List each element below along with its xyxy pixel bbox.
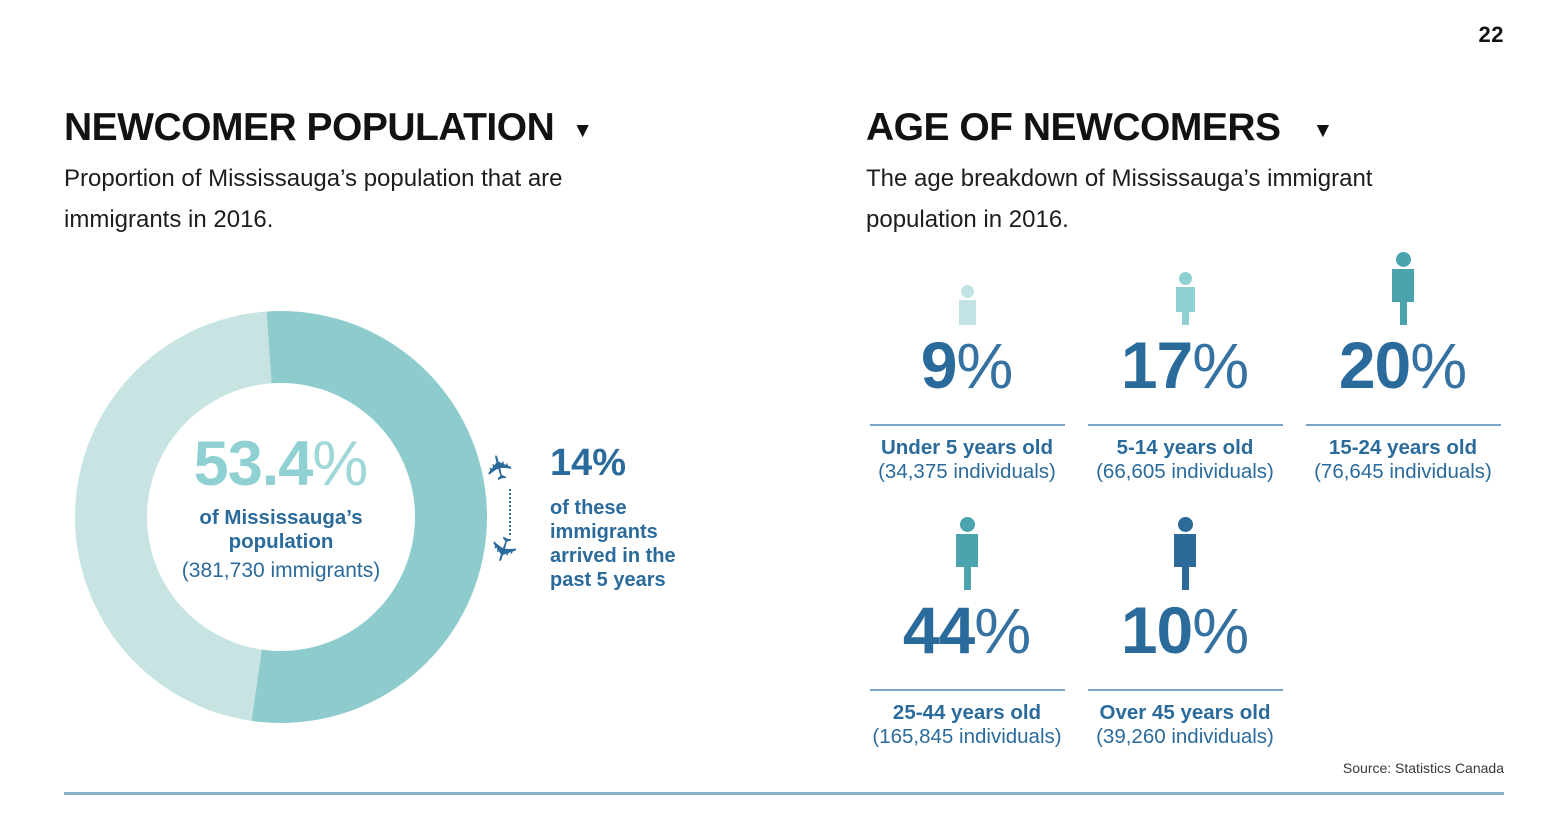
newcomer-section-title: NEWCOMER POPULATION ▼ — [64, 106, 593, 150]
person-icon — [958, 285, 976, 325]
stat-divider — [1087, 689, 1283, 691]
source-credit: Source: Statistics Canada — [1342, 760, 1504, 776]
newcomer-section-subtitle: Proportion of Mississauga’s population t… — [64, 158, 563, 240]
age-group-label: Over 45 years old — [1099, 701, 1271, 724]
arrival-annotation: 14% of these immigrants arrived in the p… — [550, 444, 676, 592]
person-icon — [1175, 272, 1195, 325]
person-icon — [1392, 252, 1414, 325]
page-number: 22 — [1478, 22, 1504, 47]
age-group-percent: 20% — [1338, 328, 1468, 402]
age-group-count: (34,375 individuals) — [878, 460, 1056, 483]
airplane-icon: ✈ — [479, 529, 525, 569]
age-group-5-14: 17% 5-14 years old (66,605 individuals) — [1085, 249, 1285, 484]
age-section-title: AGE OF NEWCOMERS ▼ — [866, 106, 1333, 150]
donut-center-label: 53.4% of Mississauga’s population (381,7… — [75, 433, 487, 583]
age-group-label: Under 5 years old — [880, 436, 1054, 459]
age-group-25-44: 44% 25-44 years old (165,845 individuals… — [867, 514, 1067, 749]
age-section-subtitle: The age breakdown of Mississauga’s immig… — [866, 158, 1372, 240]
dotted-flight-path — [509, 489, 511, 535]
stat-divider — [1087, 424, 1283, 426]
age-group-percent: 9% — [920, 328, 1014, 402]
stat-divider — [1305, 424, 1501, 426]
age-group-count: (76,645 individuals) — [1314, 460, 1492, 483]
age-group-count: (165,845 individuals) — [872, 725, 1062, 748]
subtitle-line: immigrants in 2016. — [64, 206, 274, 233]
donut-label-line: of Mississauga’s — [199, 506, 363, 529]
donut-label-line: population — [228, 530, 334, 553]
donut-chart: 53.4% of Mississauga’s population (381,7… — [75, 311, 487, 723]
triangle-down-icon: ▼ — [1312, 118, 1334, 142]
age-group-label: 25-44 years old — [892, 701, 1042, 724]
age-group-label: 15-24 years old — [1328, 436, 1478, 459]
section-heading: AGE OF NEWCOMERS — [866, 106, 1281, 149]
arrival-text: of these immigrants arrived in the past … — [550, 497, 676, 591]
age-group-15-24: 20% 15-24 years old (76,645 individuals) — [1303, 249, 1503, 484]
age-group-percent: 10% — [1120, 593, 1250, 667]
subtitle-line: population in 2016. — [866, 206, 1069, 233]
donut-percent-value: 53.4% — [193, 429, 369, 499]
donut-count-line: (381,730 immigrants) — [181, 559, 381, 582]
arrival-percent: 14% — [550, 442, 627, 484]
person-icon — [1174, 517, 1196, 590]
stat-divider — [869, 424, 1065, 426]
age-group-over-45: 10% Over 45 years old (39,260 individual… — [1085, 514, 1285, 749]
section-heading: NEWCOMER POPULATION — [64, 106, 555, 149]
stat-divider — [869, 689, 1065, 691]
person-icon — [956, 517, 978, 590]
age-group-percent: 44% — [902, 593, 1032, 667]
footer-divider — [64, 792, 1504, 795]
age-group-percent: 17% — [1120, 328, 1250, 402]
subtitle-line: The age breakdown of Mississauga’s immig… — [866, 165, 1373, 192]
subtitle-line: Proportion of Mississauga’s population t… — [64, 165, 563, 192]
triangle-down-icon: ▼ — [572, 118, 594, 142]
age-group-label: 5-14 years old — [1116, 436, 1254, 459]
age-group-count: (66,605 individuals) — [1096, 460, 1274, 483]
age-group-count: (39,260 individuals) — [1096, 725, 1274, 748]
age-group-under-5: 9% Under 5 years old (34,375 individuals… — [867, 249, 1067, 484]
